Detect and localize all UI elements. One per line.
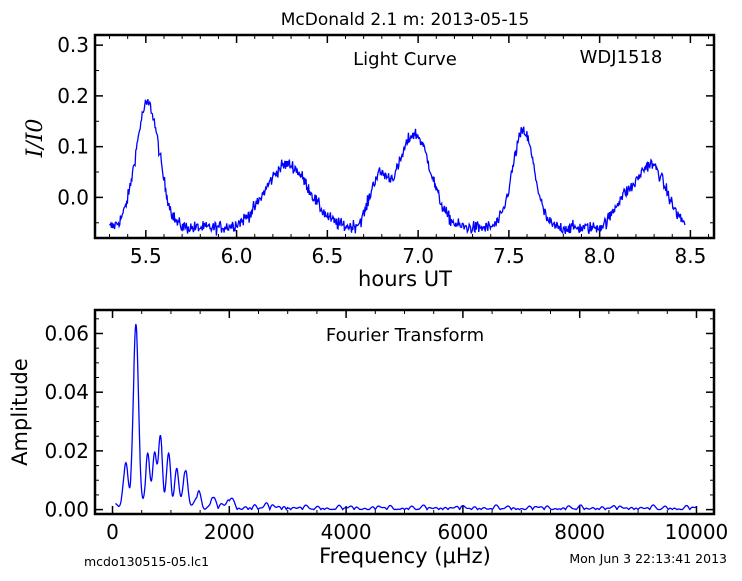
file-label: mcdo130515-05.lc1 <box>84 554 209 569</box>
light-curve-x-tick-label: 6.0 <box>221 244 253 268</box>
fourier-axes-frame <box>93 308 716 516</box>
light-curve-x-axis-label: hours UT <box>358 267 452 291</box>
light-curve-y-tick-label: 0.2 <box>57 84 89 108</box>
light-curve-y-tick-label: 0.1 <box>57 135 89 159</box>
light-curve-x-tick-label: 8.0 <box>584 244 616 268</box>
fourier-x-tick-label: 10000 <box>665 520 729 544</box>
light-curve-y-tick-label: 0.0 <box>57 185 89 209</box>
fourier-x-tick-label: 0 <box>106 520 119 544</box>
fourier-series-line <box>115 323 697 512</box>
fourier-x-tick-label: 4000 <box>321 520 372 544</box>
fourier-y-tick-label: 0.02 <box>44 439 89 463</box>
fourier-x-tick-label: 6000 <box>437 520 488 544</box>
fourier-x-tick-label: 2000 <box>204 520 255 544</box>
fourier-annotation: Fourier Transform <box>326 325 484 346</box>
light-curve-y-axis-label: I/I0 <box>23 119 48 159</box>
fourier-x-tick-label: 8000 <box>554 520 605 544</box>
light-curve-panel: 5.5 6.0 6.5 7.0 7.5 8.0 8.5 0.0 0.1 0.2 0.3 Light … <box>23 33 716 291</box>
fourier-y-tick-label: 0.04 <box>44 380 89 404</box>
timestamp: Mon Jun 3 22:13:41 2013 <box>569 551 727 566</box>
light-curve-x-tick-label: 7.0 <box>402 244 434 268</box>
light-curve-y-tick-label: 0.3 <box>57 33 89 57</box>
light-curve-x-tick-label: 6.5 <box>311 244 343 268</box>
figure-title: McDonald 2.1 m: 2013-05-15 <box>281 10 530 30</box>
light-curve-x-tick-label: 5.5 <box>130 244 162 268</box>
fourier-x-axis-label: Frequency (μHz) <box>319 544 491 568</box>
fourier-tick-labels: 0 2000 4000 6000 8000 10000 0.00 0.02 0.04 0.06 <box>44 321 728 544</box>
light-curve-annotation: Light Curve <box>353 49 457 70</box>
fourier-y-axis-label: Amplitude <box>8 358 32 466</box>
fourier-y-tick-label: 0.00 <box>44 498 89 522</box>
object-label: WDJ1518 <box>580 47 663 68</box>
light-curve-axes-frame <box>93 33 716 240</box>
light-curve-tick-labels: 5.5 6.0 6.5 7.0 7.5 8.0 8.5 0.0 0.1 0.2 0.3 <box>57 33 706 268</box>
light-curve-series-line <box>109 99 686 236</box>
fourier-y-tick-label: 0.06 <box>44 321 89 345</box>
fourier-panel: 0 2000 4000 6000 8000 10000 0.00 0.02 0.04 0.06 F… <box>8 308 728 568</box>
light-curve-x-tick-label: 7.5 <box>493 244 525 268</box>
light-curve-x-tick-label: 8.5 <box>674 244 706 268</box>
